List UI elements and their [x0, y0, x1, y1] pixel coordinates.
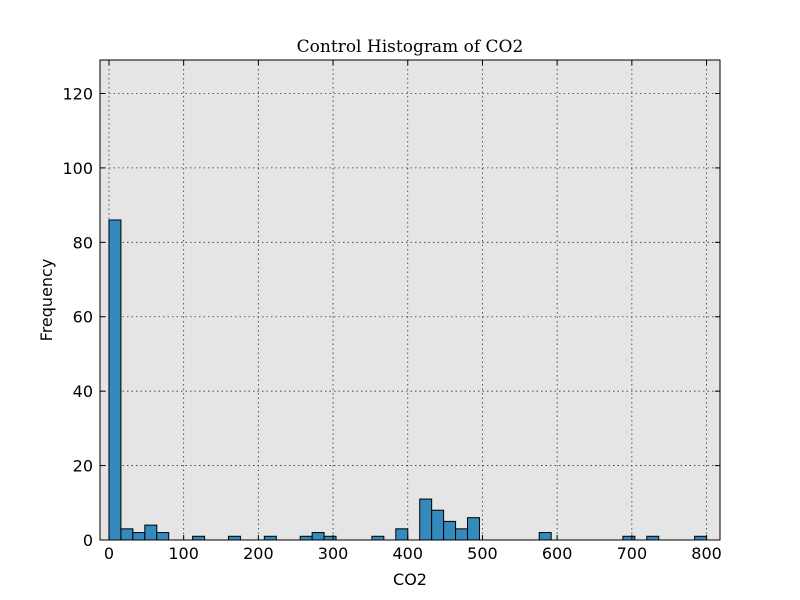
histogram-bar: [443, 520, 457, 541]
histogram-bar: [323, 535, 337, 541]
histogram-bar: [694, 535, 708, 541]
plot-area: [100, 60, 720, 540]
histogram-bar: [108, 219, 122, 541]
histogram-bar: [120, 528, 134, 541]
x-tick-label: 0: [104, 544, 114, 563]
chart-title: Control Histogram of CO2: [297, 37, 524, 57]
histogram-bar: [299, 535, 313, 541]
x-tick-label: 200: [243, 544, 274, 563]
x-tick-label: 500: [467, 544, 498, 563]
y-axis-label: Frequency: [37, 259, 56, 342]
histogram-bar: [395, 528, 409, 541]
histogram-bar: [371, 535, 385, 541]
x-tick-label: 600: [542, 544, 573, 563]
y-tick-label: 100: [62, 159, 93, 178]
y-tick-label: 40: [73, 382, 93, 401]
axis-ticks: 0 100 200 300 400 500 600 700 800 0 20 40 60 80 100 120: [62, 60, 722, 563]
histogram-bar: [622, 535, 636, 541]
histogram-bar: [419, 498, 433, 541]
histogram-bar: [156, 532, 170, 541]
histogram-bar: [263, 535, 277, 541]
x-axis-label: CO2: [393, 570, 427, 589]
y-tick-label: 20: [73, 457, 93, 476]
y-tick-label: 60: [73, 308, 93, 327]
histogram-bar: [132, 532, 146, 541]
x-tick-label: 100: [168, 544, 199, 563]
y-tick-label: 80: [73, 233, 93, 252]
histogram-bar: [646, 535, 660, 541]
histogram-bar: [311, 532, 325, 541]
plot-frame: [99, 59, 721, 541]
histogram-bar: [192, 535, 206, 541]
histogram-bar: [455, 528, 469, 541]
histogram-bar: [227, 535, 241, 541]
y-tick-label: 120: [62, 84, 93, 103]
histogram-bar: [467, 517, 480, 541]
x-tick-label: 400: [392, 544, 423, 563]
histogram-bar: [538, 532, 552, 541]
y-tick-label: 0: [83, 531, 93, 550]
x-tick-label: 300: [318, 544, 349, 563]
x-tick-label: 800: [691, 544, 722, 563]
histogram-bar: [431, 509, 445, 541]
histogram-bar: [144, 524, 158, 541]
x-tick-label: 700: [617, 544, 648, 563]
